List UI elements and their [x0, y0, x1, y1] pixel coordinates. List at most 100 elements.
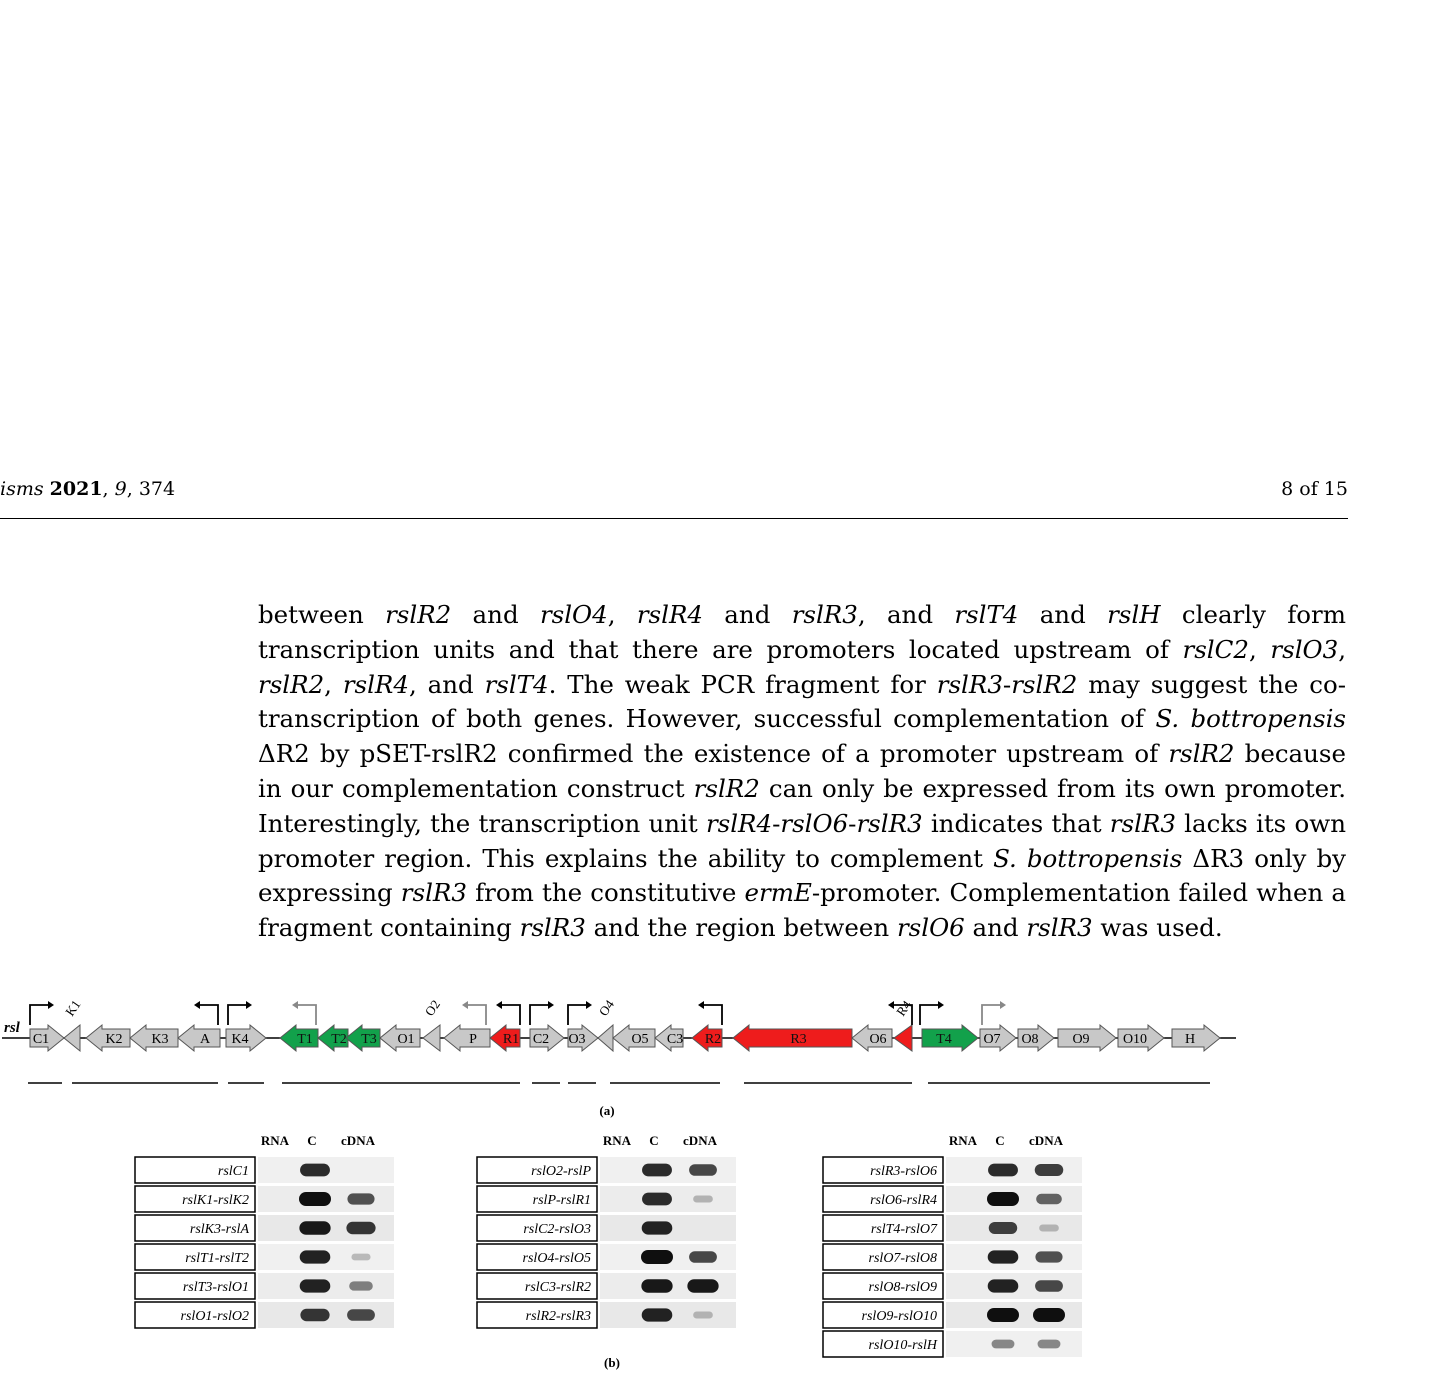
italic-term: rslR2	[693, 773, 760, 803]
text-run: because in our complementation construct	[258, 739, 1346, 803]
gel-label-box	[822, 1301, 944, 1329]
gel-label-box	[134, 1272, 256, 1300]
gene-arrow	[489, 1023, 521, 1053]
gel-column-header: cDNA	[683, 1133, 718, 1148]
gel-label-box	[476, 1301, 598, 1329]
gel-label-box	[822, 1214, 944, 1242]
journal-volume: 9	[114, 478, 127, 500]
gene-label: A	[200, 1032, 211, 1047]
gel-row-label: rslK1-rslK2	[182, 1193, 249, 1208]
italic-term: rslR2	[385, 600, 452, 629]
gene-label: T2	[331, 1032, 347, 1047]
gel-label-box	[822, 1156, 944, 1184]
gene-label: T4	[936, 1032, 952, 1047]
gene-arrow	[597, 1023, 614, 1053]
gel-band	[299, 1192, 331, 1206]
text-run: and	[1018, 600, 1108, 629]
gene-label: O3	[568, 1032, 585, 1047]
gel-band	[349, 1281, 373, 1291]
gel-column-header: RNA	[261, 1133, 290, 1148]
text-run: -	[772, 808, 781, 838]
text-run: from the constitutive	[466, 878, 745, 908]
gel-row-label: rslO7-rslO8	[869, 1251, 937, 1266]
gene-arrow	[317, 1023, 349, 1053]
gel-band	[689, 1164, 717, 1176]
gel-label-box	[822, 1185, 944, 1213]
gel-band	[347, 1193, 375, 1205]
journal-name: isms	[0, 478, 44, 500]
text-run: . The weak PCR fragment for	[548, 669, 937, 699]
gene-label: K4	[231, 1032, 248, 1047]
gel-band	[1035, 1280, 1063, 1292]
gel-row-label: rslT4-rslO7	[871, 1222, 938, 1237]
text-run: ,	[1338, 634, 1346, 664]
gene-label: C3	[667, 1032, 683, 1047]
figure: rsl C1 K1 K2 K3 A K4 T1 T2 T3 O1 O2 P R1 C2 O3 O4 O5 C3 R2 R…	[0, 975, 1452, 1374]
italic-term: rslR3	[1109, 808, 1176, 838]
gene-label: R2	[705, 1032, 721, 1047]
promoter-arrowhead	[246, 1001, 252, 1009]
text-run: clearly form transcription units and tha…	[258, 600, 1347, 664]
gene-label: T3	[361, 1032, 377, 1047]
header-rule	[0, 518, 1348, 519]
gel-row-label: rslO1-rslO2	[181, 1309, 249, 1324]
gene-label: O10	[1123, 1032, 1147, 1047]
gene-arrow	[225, 1023, 267, 1053]
gel-band	[1033, 1308, 1065, 1322]
gel-row-label: rslO9-rslO10	[862, 1309, 937, 1324]
promoter-arrowhead	[938, 1001, 944, 1009]
gene-label-rotated: O2	[422, 997, 443, 1019]
promoter-arrowhead	[586, 1001, 592, 1009]
gel-band	[641, 1250, 673, 1264]
gel-row-label: rslP-rslR1	[533, 1193, 591, 1208]
italic-term: rslC2	[1182, 634, 1249, 664]
gel-band	[693, 1195, 713, 1203]
gene-label: O1	[397, 1032, 414, 1047]
text-run: ,	[324, 669, 343, 699]
gel-band	[642, 1163, 672, 1177]
gel-column-header: C	[995, 1133, 1004, 1148]
gel-label-box	[476, 1243, 598, 1271]
gel-band	[991, 1339, 1015, 1349]
text-run: lacks its own promoter region. This expl…	[258, 808, 1346, 873]
gel-row-label: rslC3-rslR2	[525, 1280, 591, 1295]
promoter-arrow	[29, 1004, 48, 1025]
promoter-arrow	[567, 1004, 586, 1025]
body-paragraph: between rslR2 and rslO4, rslR4 and rslR3…	[258, 598, 1346, 946]
gene-label: R3	[790, 1032, 806, 1047]
gel-band	[988, 1163, 1018, 1177]
gene-label: O8	[1021, 1032, 1038, 1047]
gene-label-rotated: O4	[596, 997, 618, 1019]
italic-term: rslO3	[1270, 634, 1339, 664]
italic-term: rslO6	[780, 808, 849, 838]
gel-band	[693, 1311, 713, 1319]
gene-arrow	[1117, 1023, 1165, 1053]
running-header: isms 2021, 9, 374 8 of 15	[0, 478, 1348, 502]
gel-label-box	[822, 1243, 944, 1271]
gel-row-label: rslO2-rslP	[531, 1164, 591, 1179]
gel-band	[299, 1250, 331, 1264]
gene-arrow	[654, 1023, 684, 1053]
gel-column-header: C	[307, 1133, 316, 1148]
promoter-arrow	[919, 1004, 938, 1025]
gene-arrow	[567, 1023, 599, 1053]
italic-term: S. bottropensis	[1155, 704, 1346, 734]
promoter-arrow	[704, 1004, 723, 1025]
gel-band	[988, 1222, 1018, 1234]
gene-arrow	[851, 1023, 893, 1053]
gene-arrow	[443, 1023, 491, 1053]
gene-label: R1	[503, 1032, 519, 1047]
promoter-arrowhead	[548, 1001, 554, 1009]
gel-band	[687, 1279, 719, 1293]
gel-band	[300, 1308, 330, 1322]
italic-term: rslT4	[954, 600, 1019, 629]
text-run: and the region between	[585, 913, 897, 943]
gel-band	[347, 1309, 375, 1321]
gel-band	[351, 1253, 371, 1261]
gel-column-header: C	[649, 1133, 658, 1148]
gene-label: C1	[33, 1032, 49, 1047]
italic-term: rslO4	[539, 600, 608, 629]
gel-column-header: cDNA	[341, 1133, 376, 1148]
gel-band	[346, 1221, 376, 1235]
